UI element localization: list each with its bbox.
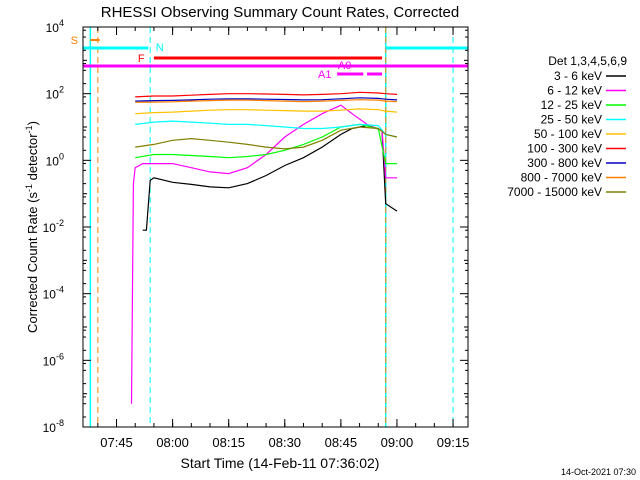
y-tick-label: 100 (46, 151, 64, 168)
x-tick-label: 08:30 (269, 435, 302, 450)
x-tick-label: 08:15 (212, 435, 245, 450)
legend-label: 100 - 300 keV (527, 142, 602, 156)
timestamp: 14-Oct-2021 07:30 (561, 467, 636, 477)
x-tick-label: 08:45 (325, 435, 358, 450)
x-axis-label: Start Time (14-Feb-11 07:36:02) (181, 455, 380, 471)
y-tick-label: 10-6 (43, 351, 64, 368)
legend-label: 12 - 25 keV (541, 98, 602, 112)
series-line-3 (135, 123, 397, 165)
legend-label: 300 - 800 keV (527, 156, 602, 170)
y-axis-label: Corrected Count Rate (s-1 detector-1) (24, 121, 40, 333)
series-layer (130, 91, 398, 404)
y-tick-label: 10-2 (43, 218, 64, 235)
a0-flag-label: A0 (338, 60, 351, 72)
x-axis: 07:45 08:00 08:15 08:30 08:45 09:00 09:15 (97, 27, 470, 450)
x-tick-label: 07:45 (100, 435, 133, 450)
a1-flag-label: A1 (318, 69, 331, 81)
y-tick-label: 102 (46, 85, 64, 102)
y-tick-label: 104 (46, 18, 64, 35)
night-flag-label: N (156, 42, 164, 54)
series-line-6 (135, 91, 398, 98)
series-line-4 (135, 120, 398, 138)
series-line-2 (130, 104, 397, 404)
legend-label: 7000 - 15000 keV (507, 185, 602, 199)
series-line-9 (135, 126, 398, 150)
y-axis: 104 102 100 10-2 10-4 10-6 10-8 (43, 18, 468, 435)
legend-label: 800 - 7000 keV (521, 171, 602, 185)
x-tick-label: 08:00 (156, 435, 189, 450)
series-line-5 (135, 108, 398, 115)
legend-label: 6 - 12 keV (547, 84, 602, 98)
series-line-8 (135, 99, 398, 103)
x-tick-label: 09:00 (381, 435, 414, 450)
legend-label: 50 - 100 keV (534, 127, 602, 141)
legend-label: 3 - 6 keV (554, 69, 602, 83)
series-line-7 (135, 97, 398, 102)
legend-label: 25 - 50 keV (541, 113, 602, 127)
legend-title: Det 1,3,4,5,6,9 (548, 54, 627, 68)
y-tick-label: 10-4 (43, 285, 64, 302)
saa-flag-label: S (71, 35, 78, 47)
observing-flags: S NF A0 A1 (71, 27, 468, 427)
y-tick-label: 10-8 (43, 418, 64, 435)
flare-flag-label: F (138, 53, 145, 65)
chart-title: RHESSI Observing Summary Count Rates, Co… (101, 4, 459, 21)
x-tick-label: 09:15 (437, 435, 470, 450)
